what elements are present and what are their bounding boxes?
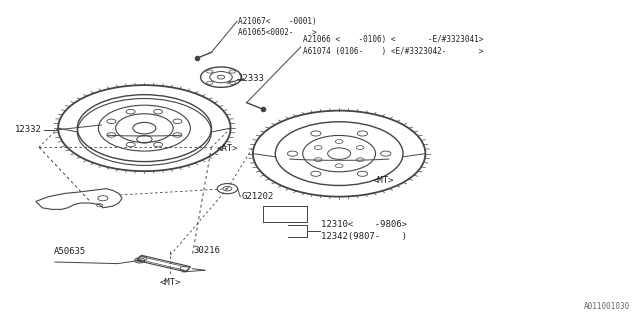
- Text: <MT>: <MT>: [159, 278, 180, 287]
- Text: A50635: A50635: [54, 247, 86, 256]
- Text: 12333: 12333: [238, 74, 265, 83]
- Text: A61074 (0106-    ) <E/#3323042-       >: A61074 (0106- ) <E/#3323042- >: [303, 47, 483, 56]
- Text: A21067<    -0001): A21067< -0001): [238, 17, 317, 26]
- Text: A61065<0002-    >: A61065<0002- >: [238, 28, 317, 37]
- Text: 12342(9807-    ): 12342(9807- ): [321, 232, 407, 241]
- Text: A21066 <    -0106) <       -E/#3323041>: A21066 < -0106) < -E/#3323041>: [303, 36, 483, 44]
- Text: <MT>: <MT>: [373, 176, 395, 185]
- Text: G21202: G21202: [241, 192, 274, 201]
- Text: A011001030: A011001030: [584, 302, 630, 311]
- Text: 30216: 30216: [193, 246, 220, 255]
- Text: <AT>: <AT>: [217, 144, 238, 153]
- Text: 12310<    -9806>: 12310< -9806>: [321, 220, 407, 229]
- Text: 12332: 12332: [15, 124, 42, 133]
